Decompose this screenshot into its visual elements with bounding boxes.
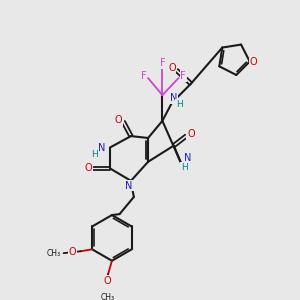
- Text: O: O: [115, 115, 122, 125]
- Text: O: O: [250, 56, 257, 67]
- Text: O: O: [168, 63, 176, 73]
- Text: N: N: [125, 181, 133, 190]
- Text: O: O: [84, 164, 92, 173]
- Text: N: N: [98, 142, 105, 152]
- Text: O: O: [187, 129, 195, 139]
- Text: N: N: [184, 153, 192, 163]
- Text: H: H: [176, 100, 183, 109]
- Text: F: F: [140, 71, 146, 81]
- Text: H: H: [181, 163, 188, 172]
- Text: F: F: [181, 71, 186, 81]
- Text: O: O: [68, 247, 76, 257]
- Text: CH₃: CH₃: [47, 249, 61, 258]
- Text: H: H: [92, 150, 98, 159]
- Text: N: N: [170, 93, 178, 103]
- Text: F: F: [160, 58, 165, 68]
- Text: O: O: [103, 276, 111, 286]
- Text: CH₃: CH₃: [101, 293, 115, 300]
